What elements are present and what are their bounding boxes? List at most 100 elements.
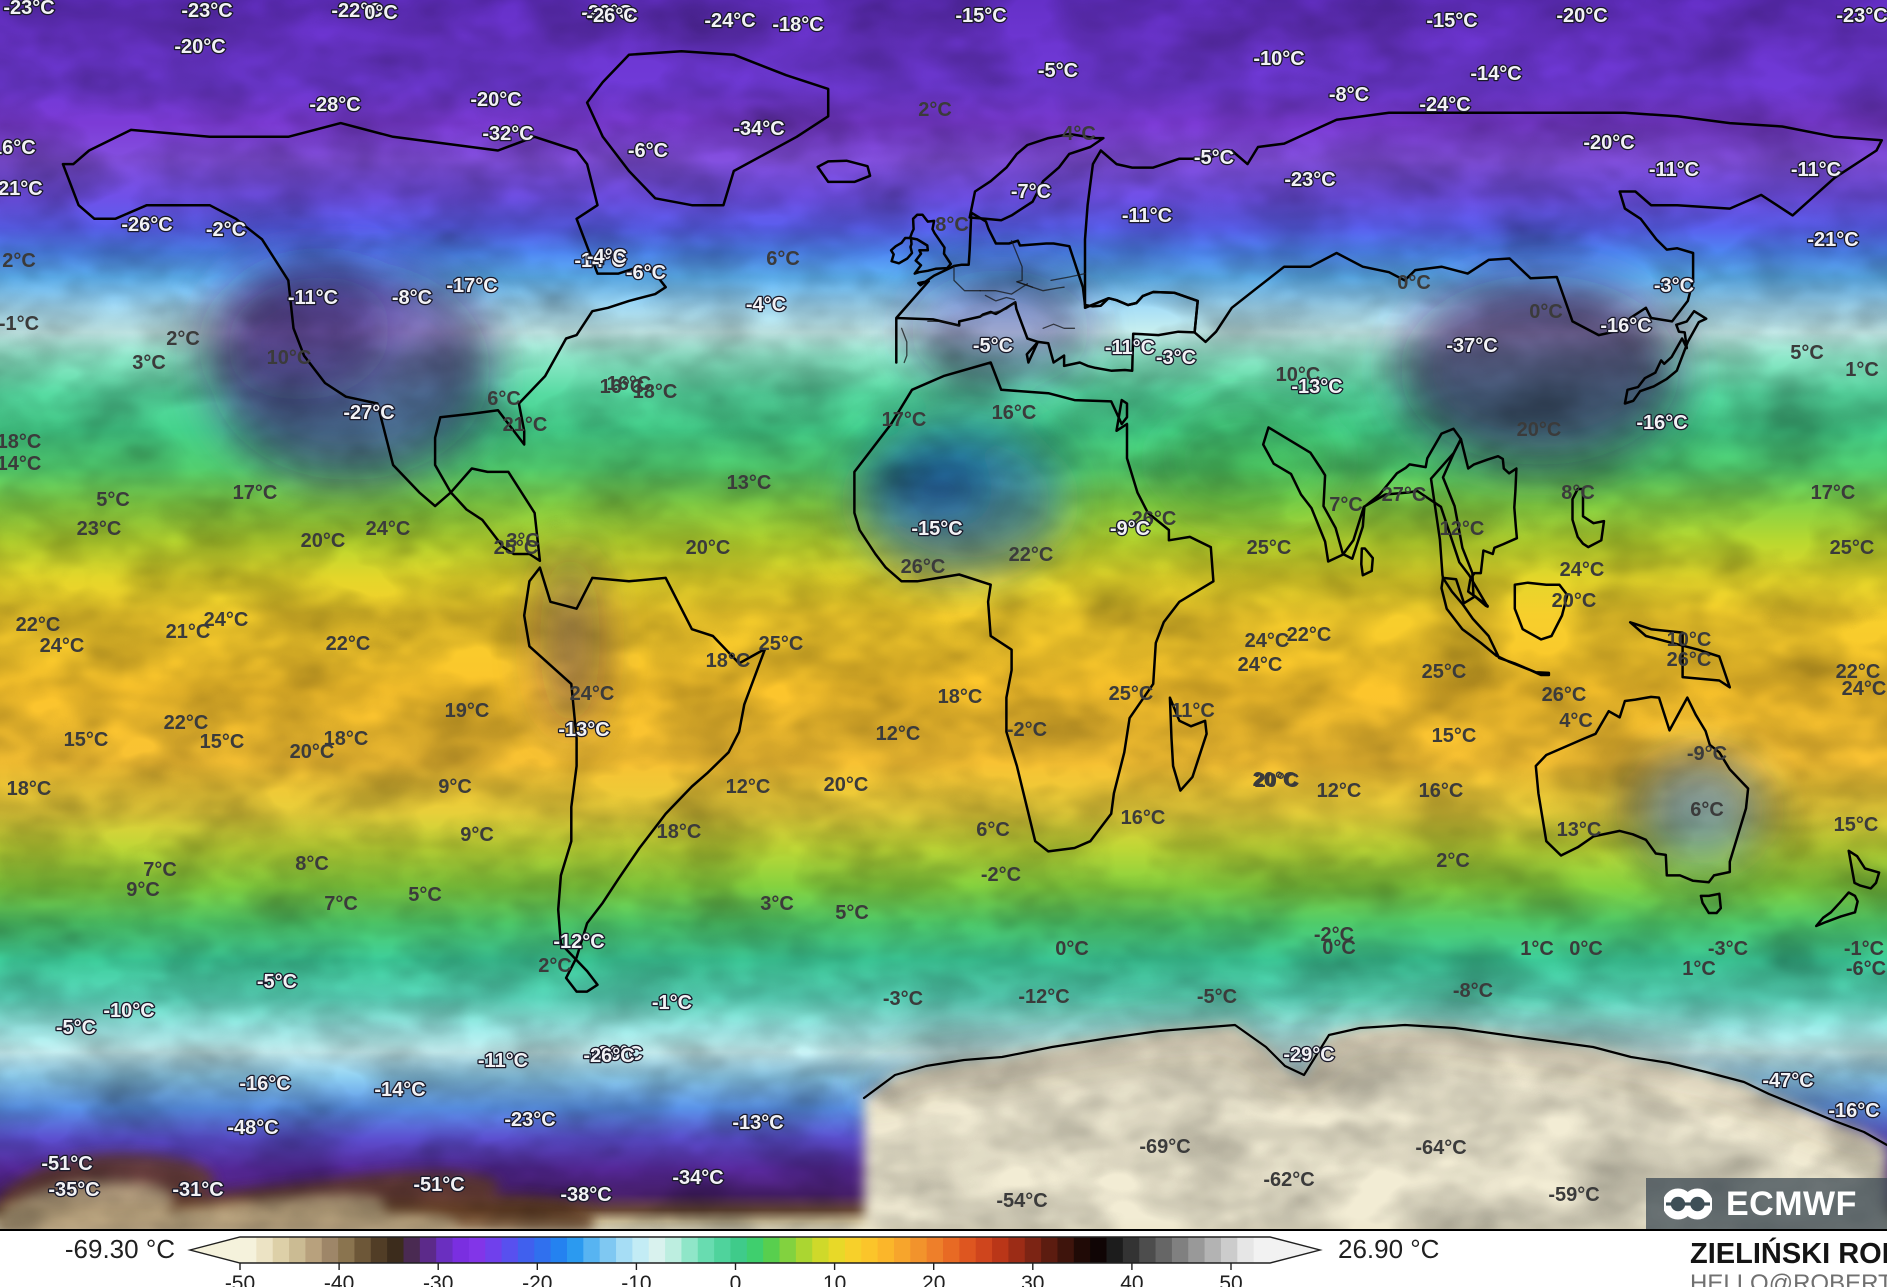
svg-text:14°C: 14°C	[0, 453, 41, 475]
svg-text:-47°C: -47°C	[1762, 1070, 1813, 1092]
svg-text:18°C: 18°C	[706, 650, 751, 672]
svg-text:-16°C: -16°C	[239, 1073, 290, 1095]
svg-text:11°C: 11°C	[1171, 700, 1215, 722]
svg-text:-7°C: -7°C	[1011, 181, 1051, 203]
svg-text:-35°C: -35°C	[48, 1179, 99, 1201]
svg-text:22°C: 22°C	[326, 633, 371, 655]
svg-text:-8°C: -8°C	[1329, 84, 1369, 106]
svg-text:7°C: 7°C	[324, 893, 358, 915]
svg-text:10°C: 10°C	[1667, 629, 1712, 651]
svg-text:-15°C: -15°C	[955, 5, 1006, 27]
svg-text:-2°C: -2°C	[206, 219, 246, 241]
svg-text:5°C: 5°C	[408, 884, 442, 906]
svg-text:16°C: 16°C	[1121, 807, 1166, 829]
svg-text:24°C: 24°C	[1560, 559, 1605, 581]
svg-text:-6°C: -6°C	[628, 140, 668, 162]
svg-text:1°C: 1°C	[1845, 359, 1879, 381]
svg-text:-62°C: -62°C	[1263, 1169, 1314, 1191]
svg-text:9°C: 9°C	[126, 879, 160, 901]
svg-text:5°C: 5°C	[96, 489, 130, 511]
svg-text:0°C: 0°C	[1569, 938, 1603, 960]
svg-text:13°C: 13°C	[727, 472, 772, 494]
svg-text:-13°C: -13°C	[732, 1112, 783, 1134]
svg-text:-14°C: -14°C	[1470, 63, 1521, 85]
svg-text:-8°C: -8°C	[1453, 980, 1493, 1002]
svg-text:0°C: 0°C	[1397, 272, 1431, 294]
svg-text:23°C: 23°C	[77, 518, 122, 540]
svg-text:12°C: 12°C	[726, 776, 771, 798]
svg-text:-16°C: -16°C	[0, 137, 36, 159]
svg-text:-23°C: -23°C	[504, 1109, 555, 1131]
svg-text:25°C: 25°C	[1109, 683, 1154, 705]
svg-text:-1°C: -1°C	[652, 992, 692, 1014]
svg-text:8°C: 8°C	[1561, 482, 1595, 504]
svg-text:3°C: 3°C	[132, 352, 166, 374]
svg-text:18°C: 18°C	[938, 686, 983, 708]
svg-text:-24°C: -24°C	[704, 10, 755, 32]
svg-text:12°C: 12°C	[876, 723, 921, 745]
svg-text:20°C: 20°C	[301, 530, 346, 552]
svg-text:18°C: 18°C	[324, 728, 369, 750]
svg-text:-11°C: -11°C	[1105, 337, 1155, 359]
svg-text:-4°C: -4°C	[746, 294, 786, 316]
svg-text:-1°C: -1°C	[1844, 938, 1884, 960]
svg-text:24°C: 24°C	[570, 683, 615, 705]
svg-text:-64°C: -64°C	[1415, 1137, 1466, 1159]
svg-text:-34°C: -34°C	[672, 1167, 723, 1189]
svg-text:-9°C: -9°C	[1110, 518, 1150, 540]
svg-text:2°C: 2°C	[918, 99, 952, 121]
svg-text:-5°C: -5°C	[1197, 986, 1237, 1008]
svg-text:-51°C: -51°C	[41, 1153, 92, 1175]
svg-text:26°C: 26°C	[1667, 649, 1712, 671]
svg-text:-26°C: -26°C	[586, 5, 637, 27]
svg-text:6°C: 6°C	[976, 819, 1010, 841]
svg-text:17°C: 17°C	[1811, 482, 1856, 504]
svg-text:-16°C: -16°C	[1828, 1100, 1879, 1122]
svg-text:-11°C: -11°C	[1122, 205, 1172, 227]
svg-text:24°C: 24°C	[366, 518, 411, 540]
svg-text:-20°C: -20°C	[1583, 132, 1634, 154]
svg-text:0°C: 0°C	[364, 2, 398, 24]
svg-text:-13°C: -13°C	[1291, 376, 1342, 398]
svg-text:-13°C: -13°C	[558, 719, 609, 741]
svg-text:-11°C: -11°C	[478, 1050, 528, 1072]
svg-text:-5°C: -5°C	[257, 971, 297, 993]
svg-text:4°C: 4°C	[1062, 123, 1096, 145]
svg-text:16°C: 16°C	[1419, 780, 1464, 802]
svg-text:-11°C: -11°C	[1791, 159, 1841, 181]
svg-text:-20°C: -20°C	[174, 36, 225, 58]
svg-text:-51°C: -51°C	[413, 1174, 464, 1196]
svg-text:27°C: 27°C	[1382, 484, 1427, 506]
svg-text:-26°C: -26°C	[121, 214, 172, 236]
svg-text:-37°C: -37°C	[1446, 335, 1497, 357]
svg-text:20°C: 20°C	[1552, 590, 1597, 612]
svg-text:-5°C: -5°C	[1038, 60, 1078, 82]
svg-text:-31°C: -31°C	[172, 1179, 223, 1201]
svg-text:4°C: 4°C	[1559, 710, 1593, 732]
svg-text:-10°C: -10°C	[1253, 48, 1304, 70]
svg-text:-3°C: -3°C	[1708, 938, 1748, 960]
svg-text:24°C: 24°C	[1245, 630, 1290, 652]
svg-text:25°C: 25°C	[1247, 537, 1292, 559]
svg-text:2°C: 2°C	[2, 250, 36, 272]
svg-text:25°C: 25°C	[1422, 661, 1467, 683]
svg-text:-23°C: -23°C	[181, 0, 232, 22]
svg-text:-27°C: -27°C	[343, 402, 394, 424]
svg-text:17°C: 17°C	[233, 482, 278, 504]
svg-text:9°C: 9°C	[460, 824, 494, 846]
svg-text:22°C: 22°C	[1009, 544, 1054, 566]
svg-text:-5°C: -5°C	[1194, 147, 1234, 169]
svg-text:-2°C: -2°C	[981, 864, 1021, 886]
svg-text:8°C: 8°C	[935, 214, 969, 236]
svg-text:22°C: 22°C	[1287, 624, 1332, 646]
svg-text:-5°C: -5°C	[56, 1017, 96, 1039]
svg-text:-3°C: -3°C	[1156, 347, 1196, 369]
svg-text:13°C: 13°C	[1557, 819, 1602, 841]
svg-text:20°C: 20°C	[1517, 419, 1562, 441]
svg-text:-32°C: -32°C	[482, 123, 533, 145]
svg-text:2°C: 2°C	[1436, 850, 1470, 872]
svg-text:-34°C: -34°C	[733, 118, 784, 140]
svg-text:-20°C: -20°C	[470, 89, 521, 111]
svg-text:22°C: 22°C	[16, 614, 61, 636]
svg-text:19°C: 19°C	[445, 700, 490, 722]
